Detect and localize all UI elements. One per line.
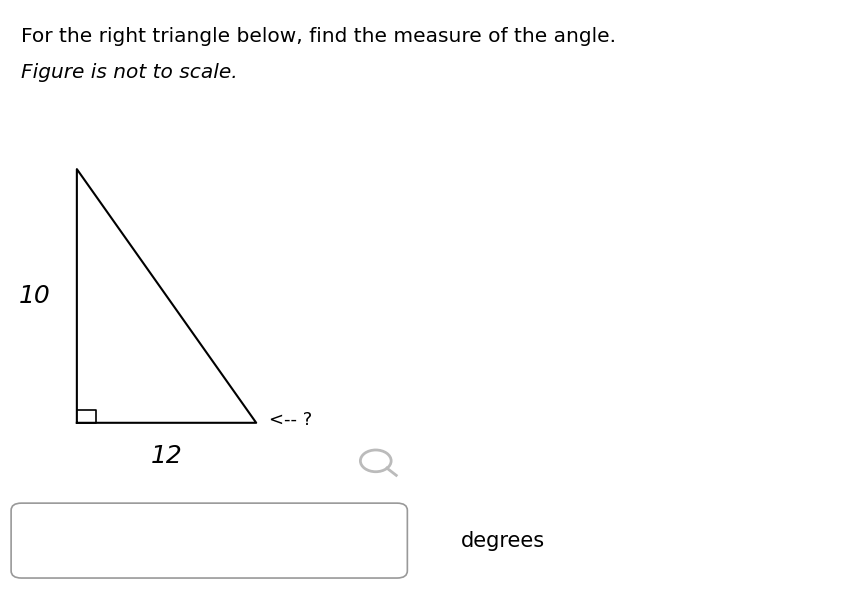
- Text: 12: 12: [150, 444, 183, 468]
- Text: For the right triangle below, find the measure of the angle.: For the right triangle below, find the m…: [21, 27, 616, 46]
- Text: <-- ?: <-- ?: [269, 411, 312, 429]
- FancyBboxPatch shape: [11, 503, 407, 578]
- Text: Figure is not to scale.: Figure is not to scale.: [21, 63, 238, 82]
- Text: 10: 10: [18, 284, 50, 308]
- Text: degrees: degrees: [461, 530, 545, 551]
